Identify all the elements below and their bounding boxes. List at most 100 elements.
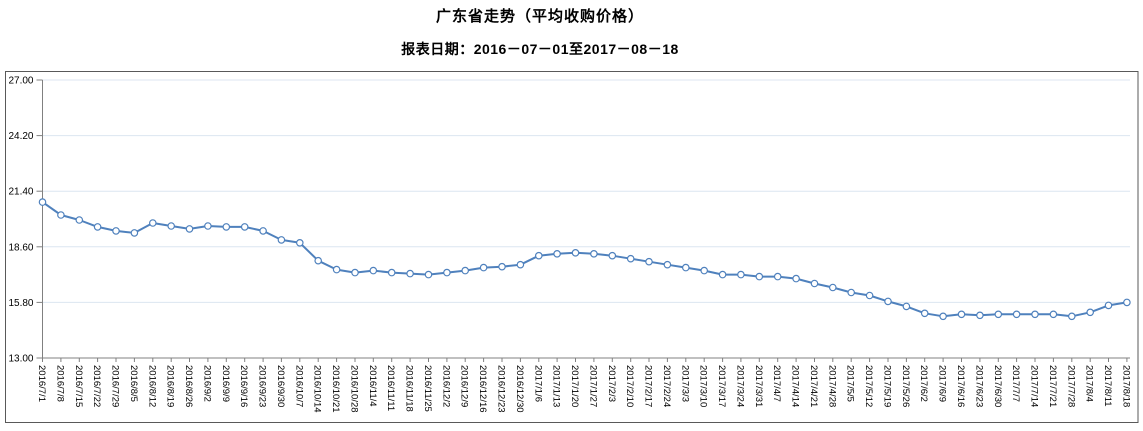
- y-axis-label: 24.20: [8, 131, 33, 142]
- data-point-marker: [259, 227, 267, 235]
- x-axis-label: 2016/10/28: [349, 365, 360, 413]
- x-axis-label: 2016/11/11: [385, 365, 396, 411]
- data-point-marker: [167, 222, 176, 230]
- x-axis-label: 2017/3/3: [679, 365, 690, 402]
- y-axis-label: 21.40: [8, 187, 33, 198]
- data-point-marker: [976, 311, 984, 320]
- data-point-marker: [38, 198, 47, 206]
- x-axis-label: 2016/12/23: [496, 365, 507, 413]
- data-point-marker: [994, 310, 1003, 319]
- x-axis-label: 2017/1/6: [532, 365, 543, 402]
- x-axis-label: 2017/8/11: [1102, 365, 1113, 407]
- data-point-marker: [865, 291, 874, 300]
- data-point-marker: [957, 310, 966, 319]
- data-point-marker: [424, 270, 433, 279]
- data-point-marker: [240, 223, 249, 231]
- x-axis-label: 2016/8/5: [128, 365, 139, 402]
- x-axis-label: 2016/12/30: [514, 365, 525, 413]
- data-point-marker: [461, 266, 470, 275]
- chart-title: 广东省走势（平均收购价格）: [435, 8, 644, 25]
- data-point-marker: [406, 269, 414, 278]
- x-axis-label: 2017/6/30: [992, 365, 1003, 407]
- data-point-marker: [1123, 298, 1131, 307]
- data-point-marker: [571, 249, 580, 257]
- data-point-marker: [295, 239, 304, 247]
- data-point-marker: [663, 260, 672, 269]
- x-axis-label: 2016/12/16: [477, 365, 488, 413]
- x-axis-label: 2017/3/24: [734, 365, 745, 407]
- data-point-marker: [590, 250, 598, 258]
- y-axis-label: 18.60: [8, 242, 33, 253]
- data-point-marker: [755, 272, 764, 281]
- x-axis-label: 2017/5/26: [900, 365, 911, 407]
- x-axis-label: 2017/4/28: [826, 365, 837, 407]
- x-axis-label: 2017/3/31: [753, 365, 764, 407]
- data-point-marker: [93, 223, 102, 231]
- x-axis-label: 2016/9/9: [220, 365, 231, 402]
- x-axis-label: 2016/7/22: [91, 365, 102, 407]
- x-axis-label: 2017/5/19: [882, 365, 893, 407]
- x-axis-label: 2016/9/30: [275, 365, 286, 407]
- y-axis-label: 15.80: [8, 298, 33, 309]
- x-axis-label: 2016/8/12: [146, 365, 157, 407]
- data-point-marker: [810, 279, 819, 288]
- data-point-marker: [902, 302, 911, 311]
- data-point-marker: [828, 283, 837, 292]
- x-axis-label: 2017/6/9: [937, 365, 948, 402]
- x-axis-label: 2016/10/7: [293, 365, 304, 407]
- data-point-marker: [1104, 301, 1113, 310]
- data-point-marker: [1068, 312, 1076, 321]
- data-point-marker: [112, 227, 120, 235]
- x-axis-label: 2016/11/25: [422, 365, 433, 412]
- price-line: [41, 201, 1128, 318]
- x-axis-label: 2016/9/16: [238, 365, 249, 407]
- x-axis-label: 2017/4/21: [808, 365, 819, 407]
- x-axis-label: 2017/8/4: [1084, 365, 1095, 402]
- data-point-marker: [939, 312, 947, 321]
- data-point-marker: [387, 268, 396, 277]
- data-point-marker: [1031, 310, 1039, 319]
- data-point-marker: [847, 288, 856, 297]
- x-axis-label: 2017/5/5: [845, 365, 856, 402]
- data-point-marker: [608, 251, 617, 260]
- x-axis-label: 2016/10/14: [312, 365, 323, 413]
- x-axis-label: 2017/3/10: [698, 365, 709, 407]
- x-axis-label: 2017/7/28: [1065, 365, 1076, 407]
- x-axis-label: 2017/5/12: [863, 365, 874, 407]
- data-point-marker: [920, 309, 929, 318]
- x-axis-label: 2017/2/3: [606, 365, 617, 402]
- x-axis-label: 2016/7/29: [110, 365, 121, 407]
- x-axis-label: 2017/7/14: [1029, 365, 1040, 407]
- data-point-marker: [75, 216, 84, 224]
- data-point-marker: [130, 229, 139, 237]
- x-axis-label: 2016/7/8: [54, 365, 65, 402]
- data-point-marker: [792, 274, 800, 283]
- data-point-marker: [57, 211, 65, 219]
- x-axis-label: 2016/11/4: [367, 365, 378, 407]
- data-point-marker: [479, 263, 488, 272]
- data-point-marker: [351, 268, 359, 277]
- data-point-marker: [773, 272, 782, 281]
- y-axis-label: 13.00: [8, 354, 33, 365]
- data-point-marker: [884, 297, 892, 306]
- x-axis-label: 2017/2/17: [643, 365, 654, 407]
- data-point-marker: [553, 250, 561, 258]
- data-point-marker: [700, 266, 709, 275]
- x-axis-label: 2016/7/15: [73, 365, 84, 407]
- report-date-subtitle: 报表日期：2016－07－01至2017－08－18: [401, 41, 679, 57]
- x-axis-label: 2017/3/17: [716, 365, 727, 407]
- x-axis-label: 2017/6/23: [973, 365, 984, 407]
- x-axis-label: 2016/9/2: [201, 365, 212, 402]
- x-axis-label: 2017/1/27: [587, 365, 598, 407]
- x-axis-label: 2017/6/2: [918, 365, 929, 402]
- x-axis-label: 2017/7/21: [1047, 365, 1058, 407]
- data-point-marker: [204, 222, 212, 230]
- x-axis-label: 2016/10/21: [330, 365, 341, 413]
- data-point-marker: [149, 219, 157, 227]
- y-axis-label: 27.00: [8, 76, 33, 87]
- data-point-marker: [737, 270, 745, 279]
- data-point-marker: [645, 257, 653, 266]
- data-point-marker: [1012, 310, 1021, 319]
- data-point-marker: [681, 263, 690, 272]
